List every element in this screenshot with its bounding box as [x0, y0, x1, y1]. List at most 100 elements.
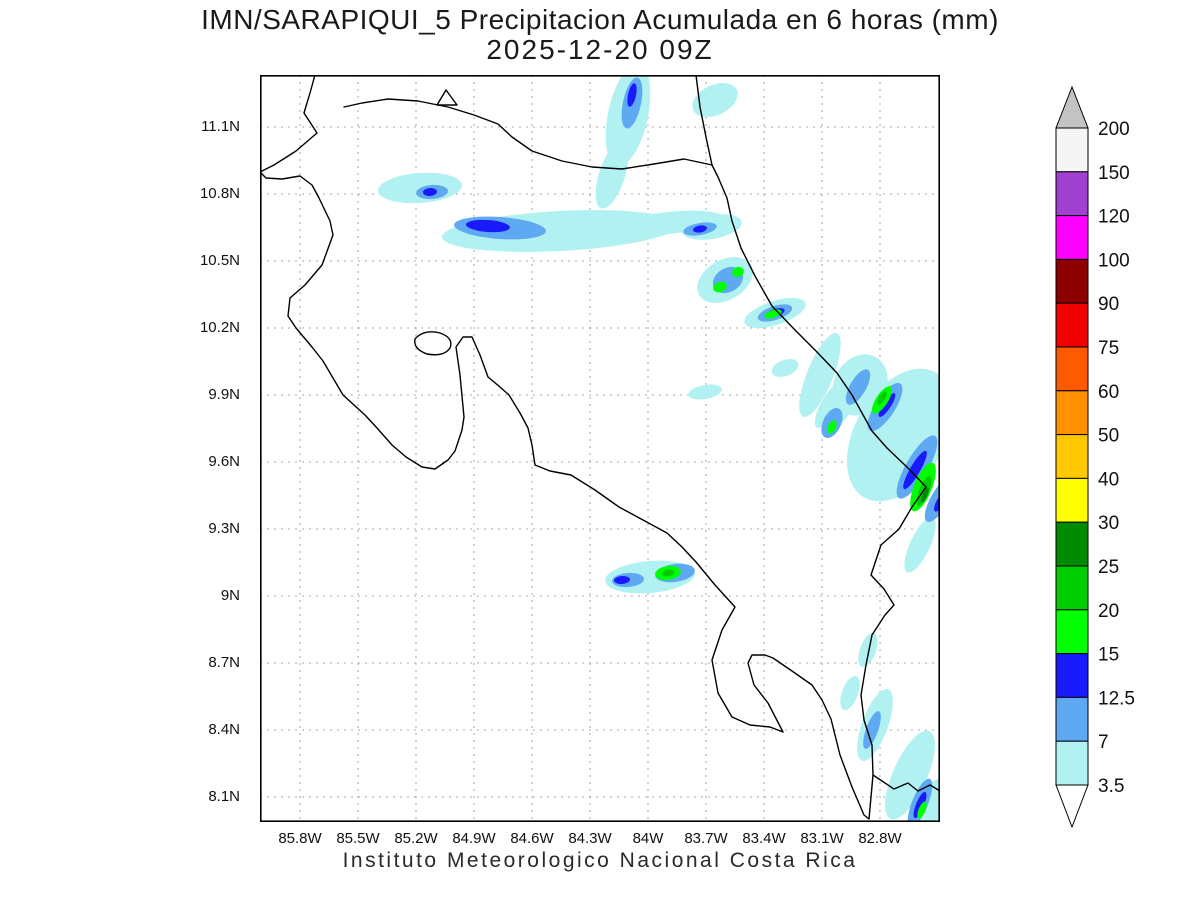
precip-cell — [627, 83, 637, 107]
lon-tick-label: 84.9W — [452, 830, 496, 847]
precip-cell — [827, 420, 837, 434]
longitude-axis: 85.8W 85.5W 85.2W 84.9W 84.6W 84.3W 84W 83.7W 83… — [260, 824, 940, 848]
colorbar-band — [1055, 171, 1089, 217]
colorbar-band — [1055, 302, 1089, 348]
colorbar-band — [1055, 696, 1089, 742]
lake-island — [436, 89, 458, 106]
lat-tick-label: 10.5N — [199, 252, 240, 269]
lon-tick-label: 83.1W — [800, 830, 844, 847]
precip-cell — [814, 382, 846, 428]
colorbar-arrow-top — [1055, 85, 1089, 129]
precip-cell — [595, 141, 629, 209]
precip-cell — [913, 791, 927, 819]
gulf-island — [414, 331, 452, 356]
colorbar-label: 40 — [1098, 469, 1119, 490]
colorbar-label: 30 — [1098, 513, 1119, 534]
lon-tick-label: 85.5W — [336, 830, 380, 847]
lon-tick-label: 84.6W — [510, 830, 554, 847]
colorbar-label: 75 — [1098, 338, 1119, 359]
lon-tick-label: 83.4W — [742, 830, 786, 847]
colorbar-arrow-bottom — [1055, 784, 1089, 829]
map-canvas — [260, 75, 940, 822]
precip-cell — [692, 83, 738, 117]
precip-cell — [863, 711, 881, 749]
lat-tick-label: 10.8N — [199, 185, 240, 202]
lat-tick-label: 9.3N — [208, 520, 240, 537]
precip-cell — [799, 332, 841, 418]
san-juan-river-lake-shore — [343, 98, 713, 170]
precip-cell — [840, 675, 860, 711]
latitude-axis: 11.1N 10.8N 10.5N 10.2N 9.9N 9.6N 9.3N 9N 8.7N 8.… — [150, 75, 250, 822]
precip-cell — [934, 490, 940, 512]
colorbar-label: 3.5 — [1098, 776, 1124, 797]
lon-tick-label: 84.3W — [568, 830, 612, 847]
lat-tick-label: 8.4N — [208, 721, 240, 738]
lon-tick-label: 82.8W — [858, 830, 902, 847]
colorbar-band — [1055, 390, 1089, 436]
colorbar-label: 100 — [1098, 250, 1130, 271]
lat-tick-label: 9.9N — [208, 386, 240, 403]
map-border — [260, 75, 940, 822]
colorbar-label: 60 — [1098, 382, 1119, 403]
plot-title: IMN/SARAPIQUI_5 Precipitacion Acumulada … — [201, 4, 999, 35]
coastline-panama — [872, 774, 940, 792]
colorbar-band — [1055, 653, 1089, 698]
precip-cell — [378, 172, 462, 204]
precip-cell — [885, 730, 935, 820]
lat-tick-label: 9N — [220, 587, 240, 604]
precip-cell — [614, 575, 630, 585]
precip-cell — [917, 801, 927, 819]
colorbar-label: 12.5 — [1098, 688, 1135, 709]
lat-tick-label: 9.6N — [208, 453, 240, 470]
lat-tick-label: 8.1N — [208, 788, 240, 805]
colorbar-band — [1055, 127, 1089, 173]
precip-cell — [878, 393, 896, 417]
colorbar-band — [1055, 740, 1089, 786]
colorbar-label: 25 — [1098, 557, 1119, 578]
lat-tick-label: 10.2N — [199, 319, 240, 336]
lat-tick-label: 8.7N — [208, 654, 240, 671]
precip-cell — [921, 487, 929, 503]
precip-cell — [662, 569, 674, 577]
footer-caption: Instituto Meteorologico Nacional Costa R… — [342, 849, 858, 872]
precip-cell — [903, 450, 927, 490]
colorbar-label: 200 — [1098, 119, 1130, 140]
colorbar-band — [1055, 609, 1089, 655]
colorbar-band — [1055, 258, 1089, 304]
colorbar-band — [1055, 346, 1089, 392]
colorbar-label: 7 — [1098, 732, 1109, 753]
colorbar-band — [1055, 477, 1089, 523]
precip-cell — [466, 219, 510, 233]
coastline-costa-rica — [260, 75, 927, 820]
colorbar-band — [1055, 565, 1089, 611]
precip-cell — [904, 517, 936, 573]
precip-cell — [693, 225, 707, 233]
colorbar-band — [1055, 215, 1089, 260]
precip-cell — [858, 632, 878, 668]
precip-cell — [423, 187, 437, 197]
precip-cell — [771, 359, 799, 377]
precip-cell — [732, 266, 744, 278]
lon-tick-label: 83.7W — [684, 830, 728, 847]
colorbar-label: 150 — [1098, 163, 1130, 184]
lon-tick-label: 85.2W — [394, 830, 438, 847]
precip-cell — [924, 476, 940, 522]
lon-tick-label: 85.8W — [278, 830, 322, 847]
colorbar: 200 150 120 100 90 75 60 50 40 30 25 20 15 12.5 7 3.5 — [1055, 85, 1135, 829]
precip-cell — [688, 384, 722, 400]
lat-tick-label: 11.1N — [201, 118, 240, 135]
precip-cell — [909, 778, 940, 822]
colorbar-band — [1055, 434, 1089, 479]
colorbar-label: 50 — [1098, 426, 1119, 447]
precip-cell — [876, 391, 888, 405]
precip-cell — [713, 281, 727, 293]
lon-tick-label: 84W — [632, 830, 664, 847]
map-plot-area — [260, 75, 940, 822]
colorbar-band — [1055, 521, 1089, 567]
colorbar-label: 120 — [1098, 207, 1130, 228]
colorbar-label: 15 — [1098, 645, 1119, 666]
plot-datetime: 2025-12-20 09Z — [486, 34, 714, 65]
colorbar-label: 20 — [1098, 601, 1119, 622]
colorbar-label: 90 — [1098, 294, 1119, 315]
